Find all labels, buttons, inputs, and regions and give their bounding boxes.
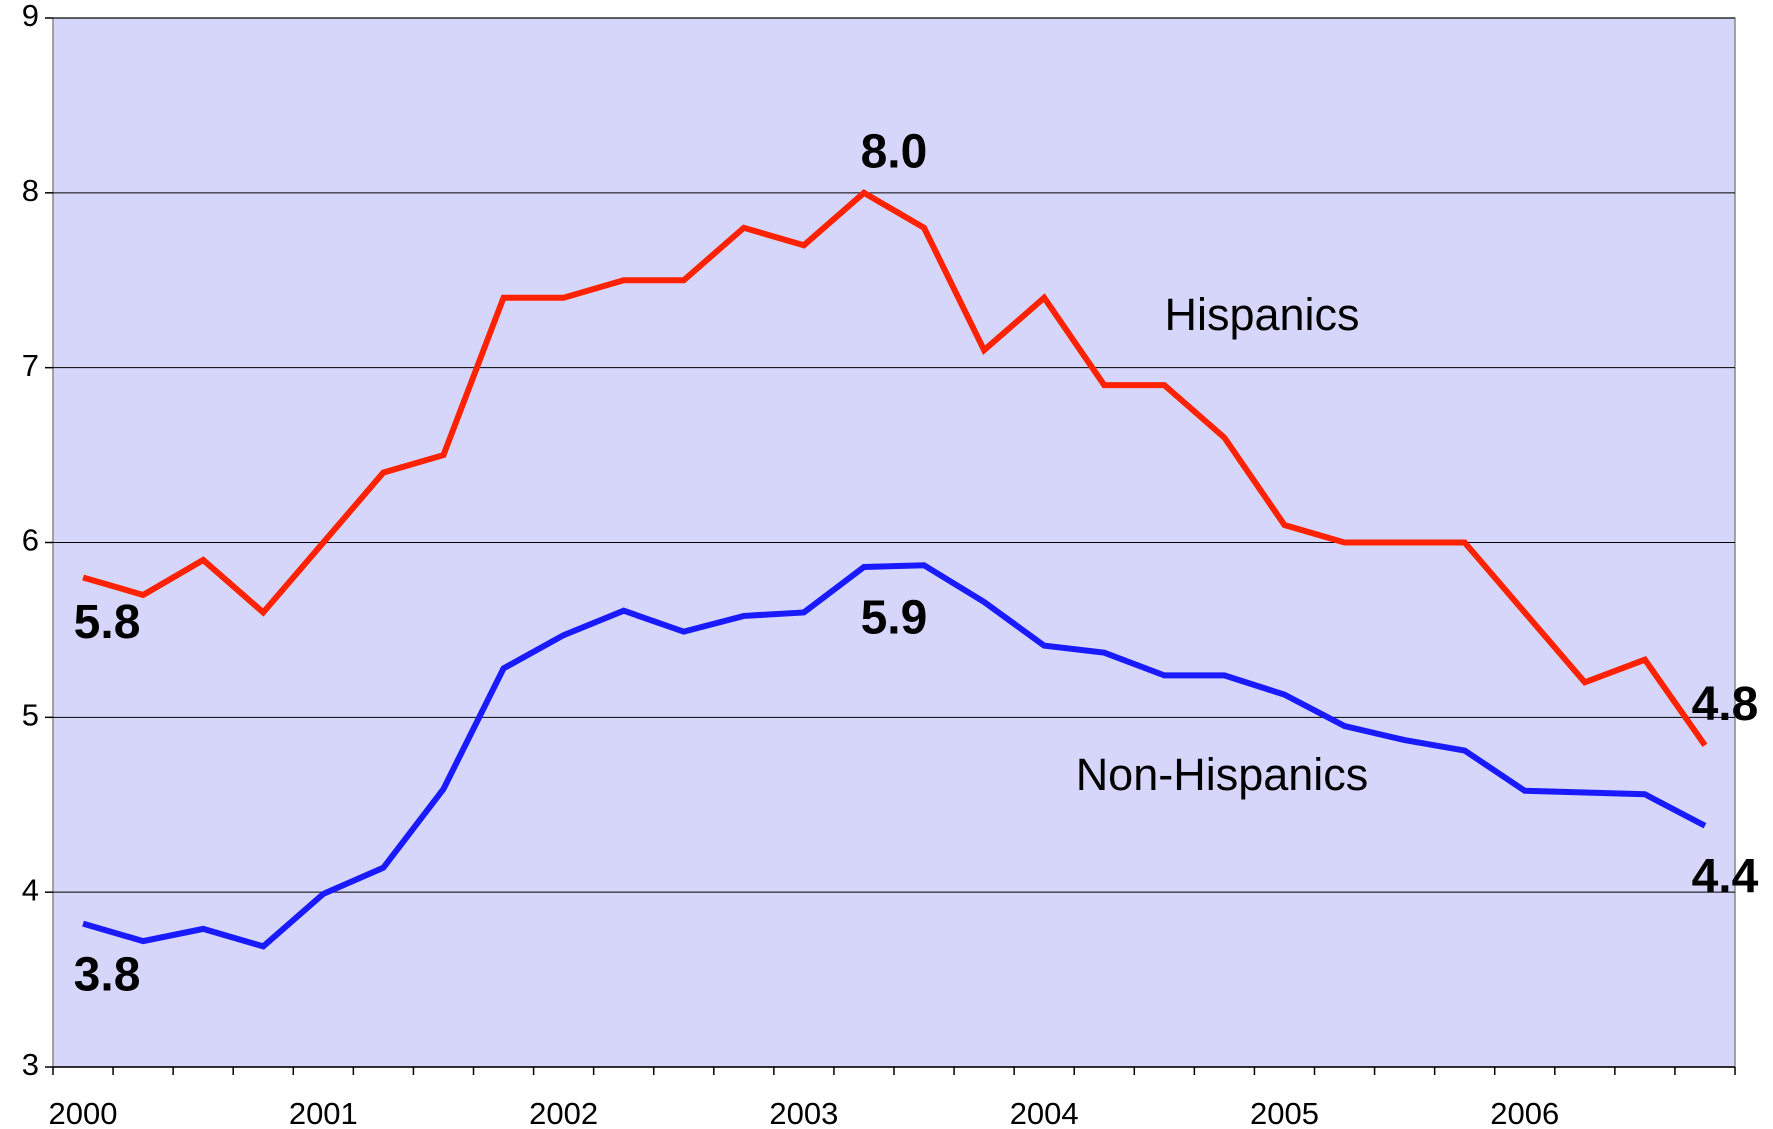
x-tick-label: 2000 bbox=[49, 1096, 118, 1129]
y-tick-label: 7 bbox=[22, 348, 39, 383]
series-name: Hispanics bbox=[1164, 289, 1359, 340]
x-tick-label: 2006 bbox=[1490, 1096, 1559, 1129]
data-label: 5.9 bbox=[861, 592, 928, 645]
y-tick-label: 8 bbox=[22, 173, 39, 208]
data-label: 4.4 bbox=[1692, 850, 1759, 903]
y-tick-label: 9 bbox=[22, 0, 39, 33]
y-tick-label: 6 bbox=[22, 523, 39, 558]
x-tick-label: 2003 bbox=[769, 1096, 838, 1129]
data-label: 4.8 bbox=[1692, 678, 1759, 731]
y-tick-label: 4 bbox=[22, 872, 39, 907]
data-label: 3.8 bbox=[74, 948, 141, 1001]
x-tick-label: 2002 bbox=[529, 1096, 598, 1129]
data-label: 5.8 bbox=[74, 596, 141, 649]
y-tick-label: 3 bbox=[22, 1047, 39, 1082]
series-line bbox=[82, 562, 1707, 950]
series-line bbox=[82, 189, 1708, 748]
x-tick-label: 2004 bbox=[1010, 1096, 1079, 1129]
series-name: Non-Hispanics bbox=[1076, 749, 1369, 800]
y-tick-label: 5 bbox=[22, 698, 39, 733]
data-label: 8.0 bbox=[861, 126, 928, 179]
x-tick-label: 2005 bbox=[1250, 1096, 1319, 1129]
x-tick-label: 2001 bbox=[289, 1096, 358, 1129]
